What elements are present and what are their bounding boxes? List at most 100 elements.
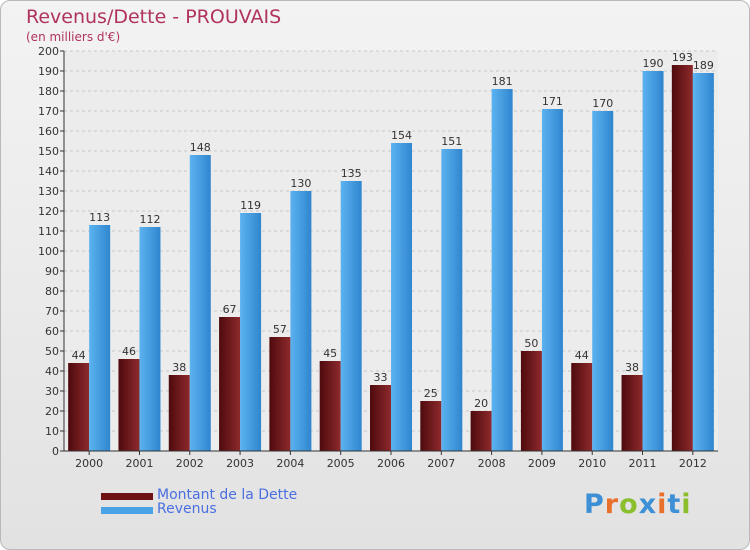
y-tick-label: 50 [45, 345, 59, 358]
bar-dette-2010 [571, 363, 593, 451]
bar-dette-2006 [370, 385, 391, 451]
y-tick-label: 20 [45, 405, 59, 418]
logo-letter: t [667, 489, 682, 520]
data-label: 130 [290, 177, 311, 190]
bar-revenus-2005 [340, 181, 362, 451]
bar-dette-2012 [671, 65, 693, 451]
bar-dette-2002 [168, 375, 190, 451]
bar-dette-2005 [319, 361, 341, 451]
x-tick-label: 2002 [176, 457, 204, 470]
y-tick-label: 30 [45, 385, 59, 398]
logo-letter: r [604, 489, 620, 520]
x-tick-label: 2008 [478, 457, 506, 470]
bar-dette-2000 [68, 363, 90, 451]
chart-title: Revenus/Dette - PROUVAIS [26, 6, 282, 28]
x-tick-label: 2000 [75, 457, 103, 470]
data-label: 38 [172, 361, 186, 374]
y-tick-label: 0 [52, 445, 59, 458]
x-tick-label: 2001 [125, 457, 153, 470]
data-label: 112 [139, 213, 160, 226]
bar-revenus-2003 [240, 213, 262, 451]
data-label: 190 [643, 57, 664, 70]
bar-revenus-2011 [642, 71, 664, 451]
data-label: 50 [524, 337, 538, 350]
y-tick-label: 170 [38, 105, 59, 118]
data-label: 189 [693, 59, 714, 72]
x-tick-label: 2005 [327, 457, 355, 470]
legend-swatch-revenus [101, 507, 153, 514]
data-label: 20 [474, 397, 488, 410]
logo-letter: i [681, 489, 692, 520]
bar-revenus-2010 [592, 111, 614, 451]
data-label: 44 [72, 349, 86, 362]
y-tick-label: 10 [45, 425, 59, 438]
legend-label-revenus: Revenus [157, 501, 217, 517]
x-tick-label: 2011 [629, 457, 657, 470]
legend-swatch-dette [101, 493, 153, 500]
data-label: 57 [273, 323, 287, 336]
proxiti-logo: Proxiti [584, 489, 692, 520]
data-label: 33 [374, 371, 388, 384]
y-tick-label: 90 [45, 265, 59, 278]
x-tick-label: 2003 [226, 457, 254, 470]
data-label: 38 [625, 361, 639, 374]
chart-subtitle: (en milliers d'€) [26, 30, 121, 44]
data-label: 148 [190, 141, 211, 154]
bar-dette-2009 [520, 351, 542, 451]
bar-revenus-2002 [189, 155, 211, 451]
y-tick-label: 120 [38, 205, 59, 218]
y-tick-label: 160 [38, 125, 59, 138]
data-label: 25 [424, 387, 438, 400]
x-tick-label: 2004 [276, 457, 304, 470]
bar-revenus-2006 [391, 143, 412, 451]
legend-label-dette: Montant de la Dette [157, 487, 298, 503]
bar-dette-2001 [118, 359, 140, 451]
bar-revenus-2007 [441, 149, 463, 451]
logo-letter: P [584, 489, 605, 520]
data-label: 44 [575, 349, 589, 362]
bar-revenus-2012 [692, 73, 714, 451]
x-tick-label: 2009 [528, 457, 556, 470]
y-tick-label: 40 [45, 365, 59, 378]
data-label: 45 [323, 347, 337, 360]
data-label: 135 [341, 167, 362, 180]
bar-revenus-2009 [541, 109, 563, 451]
bar-dette-2011 [621, 375, 643, 451]
data-label: 193 [672, 51, 693, 64]
data-label: 171 [542, 95, 563, 108]
data-label: 67 [223, 303, 237, 316]
bar-dette-2004 [269, 337, 291, 451]
x-tick-label: 2006 [377, 457, 405, 470]
logo-letter: i [657, 489, 668, 520]
bar-dette-2007 [420, 401, 442, 451]
bar-revenus-2004 [290, 191, 312, 451]
data-label: 151 [441, 135, 462, 148]
bar-revenus-2008 [491, 89, 513, 451]
data-label: 46 [122, 345, 136, 358]
y-tick-label: 100 [38, 245, 59, 258]
bar-dette-2008 [470, 411, 492, 451]
bar-revenus-2001 [139, 227, 161, 451]
logo-letter: x [638, 489, 658, 520]
data-label: 113 [89, 211, 110, 224]
x-tick-label: 2007 [427, 457, 455, 470]
y-tick-label: 130 [38, 185, 59, 198]
y-tick-label: 150 [38, 145, 59, 158]
y-tick-label: 190 [38, 65, 59, 78]
x-tick-label: 2010 [578, 457, 606, 470]
y-tick-label: 80 [45, 285, 59, 298]
data-label: 181 [492, 75, 513, 88]
data-label: 170 [592, 97, 613, 110]
bar-revenus-2000 [89, 225, 111, 451]
y-tick-label: 180 [38, 85, 59, 98]
data-label: 119 [240, 199, 261, 212]
y-tick-label: 200 [38, 45, 59, 58]
y-tick-label: 60 [45, 325, 59, 338]
y-tick-label: 140 [38, 165, 59, 178]
data-label: 154 [391, 129, 412, 142]
x-tick-label: 2012 [679, 457, 707, 470]
logo-letter: o [619, 489, 639, 520]
y-tick-label: 70 [45, 305, 59, 318]
